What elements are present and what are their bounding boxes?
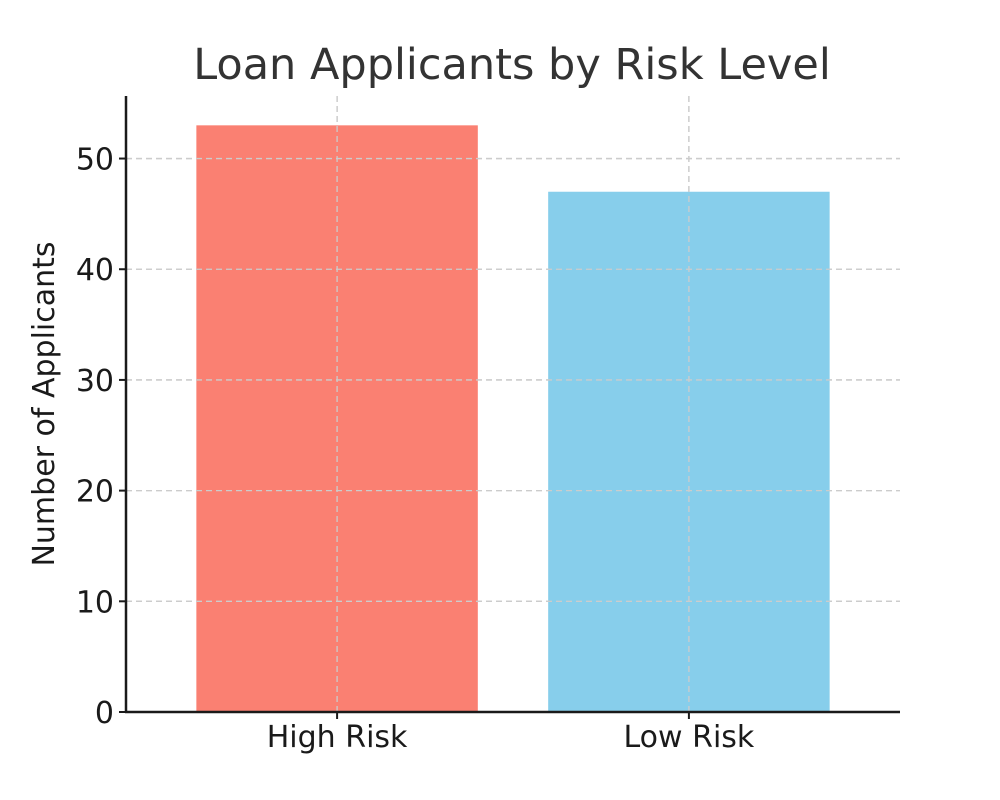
y-tick-label: 10 <box>76 585 114 620</box>
grid-overlay <box>126 96 900 712</box>
chart-title: Loan Applicants by Risk Level <box>193 40 831 90</box>
x-tick-label: Low Risk <box>624 720 755 755</box>
tick-labels: 0 10 20 30 40 50 High Risk Low Risk <box>76 143 755 755</box>
y-tick-label: 0 <box>95 696 114 731</box>
x-tick-label: High Risk <box>267 720 408 755</box>
y-axis-label: Number of Applicants <box>27 241 62 566</box>
axes <box>119 96 900 719</box>
y-tick-label: 20 <box>76 475 114 510</box>
y-tick-label: 40 <box>76 253 114 288</box>
y-tick-label: 50 <box>76 143 114 178</box>
y-tick-label: 30 <box>76 364 114 399</box>
bars <box>196 125 830 713</box>
